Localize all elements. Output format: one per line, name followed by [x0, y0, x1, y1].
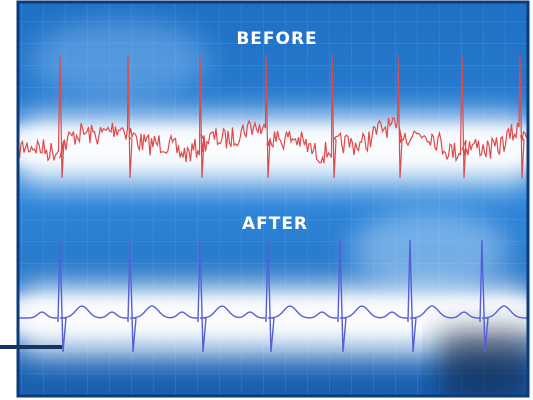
glow: [30, 20, 210, 100]
glow-core: [10, 298, 533, 332]
ecg-image: BEFORE AFTER: [0, 0, 533, 400]
image-area: BEFORE AFTER: [10, 2, 533, 400]
glow: [350, 210, 510, 290]
after-label: AFTER: [242, 214, 308, 234]
page: BEFORE AFTER (() => { const data = JSON.…: [0, 0, 533, 400]
before-label: BEFORE: [236, 29, 317, 49]
